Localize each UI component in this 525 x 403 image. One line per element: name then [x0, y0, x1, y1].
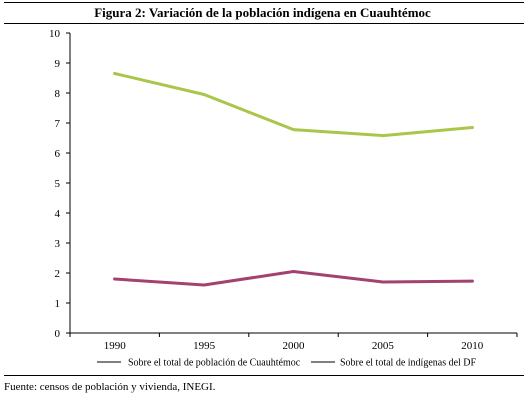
series-line-1 [113, 72, 474, 138]
series-2-point [113, 277, 117, 281]
series-2-point [381, 280, 385, 284]
y-tick-label: 7 [55, 118, 61, 130]
y-tick-label: 9 [55, 58, 61, 70]
series-line-2 [113, 270, 474, 287]
y-tick-label: 3 [55, 238, 61, 250]
series-1-point [292, 128, 295, 132]
series-1-point [202, 93, 206, 96]
x-tick-label: 2010 [461, 340, 484, 352]
series-2-point [202, 283, 206, 287]
source-note: Fuente: censos de población y vivienda, … [4, 381, 216, 393]
legend-label-2: Sobre el total de indígenas del DF [340, 358, 477, 369]
x-tick-label: 1995 [193, 340, 216, 352]
x-tick-label: 2005 [372, 340, 395, 352]
x-tick-label: 1990 [104, 340, 127, 352]
series-1-point [113, 72, 117, 75]
series-2-point [292, 270, 295, 273]
y-tick-label: 6 [55, 148, 61, 160]
y-tick-label: 1 [55, 298, 61, 310]
series-1-point [470, 126, 474, 129]
y-tick-label: 5 [55, 178, 61, 190]
legend-label-1: Sobre el total de población de Cuauhtémo… [128, 358, 301, 369]
y-tick-label: 2 [55, 268, 61, 280]
series-2-point [470, 279, 474, 283]
x-tick-label: 2000 [283, 340, 306, 352]
series-1-point [381, 134, 385, 138]
figure-title: Figura 2: Variación de la población indí… [94, 5, 431, 20]
title-top-rule [4, 2, 524, 3]
title-bottom-rule [4, 23, 524, 24]
y-tick-label: 4 [55, 208, 61, 220]
y-tick-label: 0 [55, 328, 61, 340]
source-top-rule [4, 375, 524, 376]
y-tick-label: 10 [49, 28, 61, 40]
y-tick-label: 8 [55, 88, 61, 100]
